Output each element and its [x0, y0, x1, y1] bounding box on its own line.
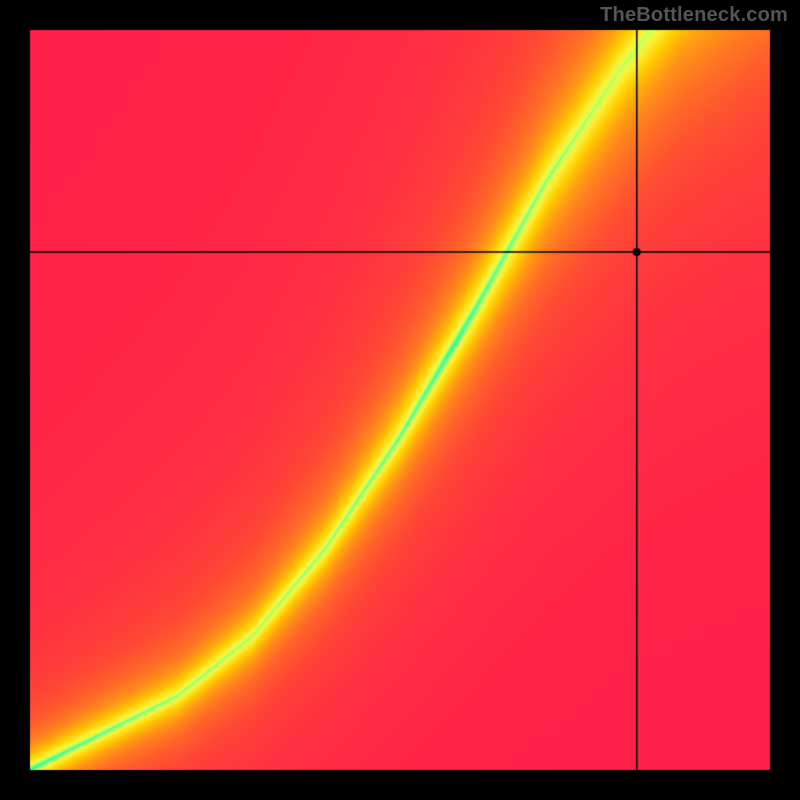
- watermark-text: TheBottleneck.com: [600, 4, 788, 27]
- chart-container: TheBottleneck.com: [0, 0, 800, 800]
- bottleneck-heatmap: [0, 0, 800, 800]
